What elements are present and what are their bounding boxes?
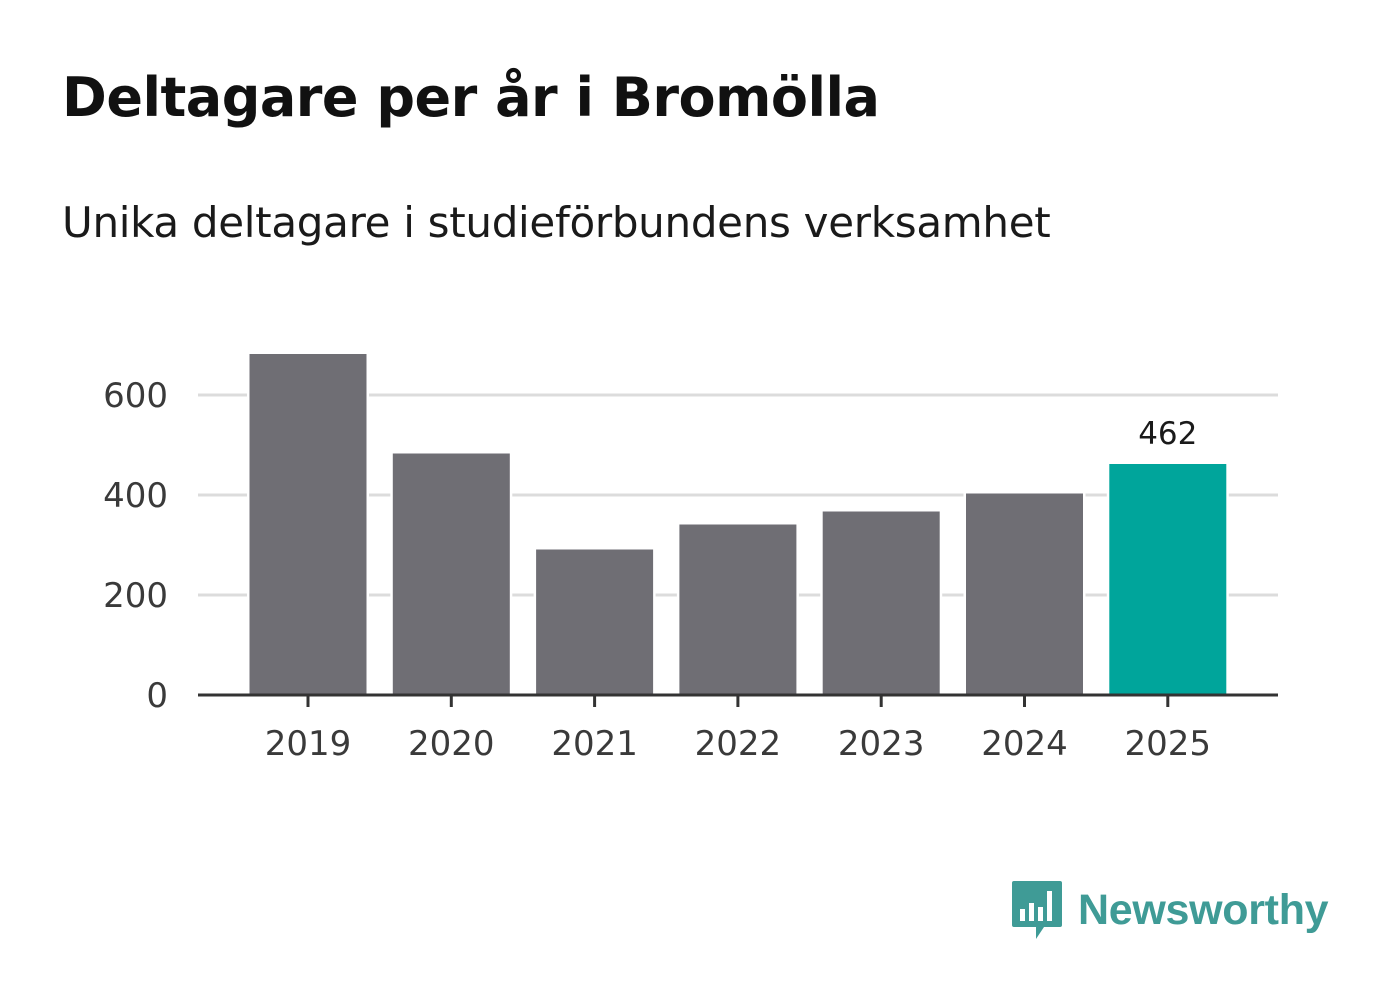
data-label-2025: 462 bbox=[1138, 416, 1197, 452]
bar-2025 bbox=[1106, 461, 1229, 698]
labels: 0 200 400 600 2019 2020 2021 2022 2023 2024 2025 46… bbox=[103, 376, 1211, 764]
chart-title: Deltagare per år i Bromölla bbox=[62, 66, 880, 129]
y-tick-label-600: 600 bbox=[103, 376, 168, 416]
x-tick-label-2020: 2020 bbox=[408, 724, 495, 764]
chart-subtitle: Unika deltagare i studieförbundens verks… bbox=[62, 198, 1051, 247]
x-tick-label-2021: 2021 bbox=[551, 724, 638, 764]
x-tick-label-2022: 2022 bbox=[695, 724, 782, 764]
bar-2022 bbox=[676, 522, 799, 698]
x-tick-label-2019: 2019 bbox=[265, 724, 352, 764]
bar-2020 bbox=[390, 451, 513, 698]
y-tick-label-400: 400 bbox=[103, 476, 168, 516]
newsworthy-logo: Newsworthy bbox=[1010, 878, 1329, 942]
bar-2024 bbox=[963, 491, 1086, 698]
bar-2019 bbox=[247, 351, 369, 698]
bar-2023 bbox=[820, 509, 943, 698]
logo-text: Newsworthy bbox=[1078, 885, 1329, 934]
x-tick-label-2024: 2024 bbox=[981, 724, 1068, 764]
newsworthy-chart-icon bbox=[1012, 881, 1062, 939]
x-tick-label-2025: 2025 bbox=[1125, 724, 1212, 764]
bars bbox=[247, 351, 1229, 698]
bar-2021 bbox=[533, 547, 656, 698]
y-tick-label-0: 0 bbox=[146, 676, 168, 716]
y-tick-label-200: 200 bbox=[103, 576, 168, 616]
x-tick-label-2023: 2023 bbox=[838, 724, 925, 764]
axes bbox=[198, 693, 1278, 707]
